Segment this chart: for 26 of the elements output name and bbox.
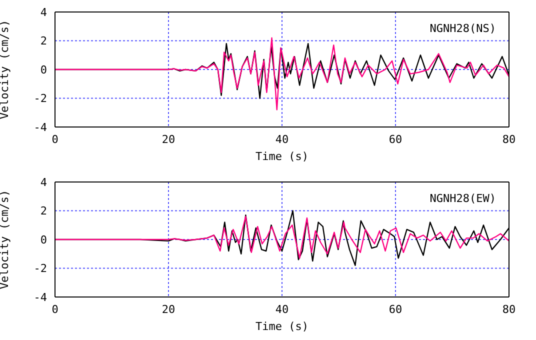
x-tick-label: 20 — [162, 132, 176, 146]
x-tick-label: 0 — [52, 132, 58, 146]
x-tick-label: 40 — [275, 302, 289, 316]
x-axis-title: Time (s) — [256, 320, 308, 333]
y-tick-label: 0 — [40, 233, 47, 246]
line-series — [55, 37, 509, 110]
line-series — [55, 216, 509, 259]
y-tick-label: 4 — [40, 176, 48, 189]
annotation: NGNH28(EW) — [430, 192, 496, 205]
y-tick-label: -2 — [34, 262, 47, 276]
x-tick-label: 80 — [502, 302, 516, 316]
x-tick-label: 0 — [52, 302, 58, 316]
y-tick-label: 4 — [40, 6, 48, 19]
y-tick-label: -2 — [34, 92, 47, 106]
x-axis-title: Time (s) — [256, 150, 308, 163]
x-tick-label: 20 — [162, 302, 176, 316]
y-tick-label: 2 — [40, 34, 47, 48]
y-tick-label: -4 — [34, 290, 48, 304]
y-tick-label: 2 — [40, 204, 47, 218]
x-tick-label: 80 — [502, 132, 516, 146]
y-tick-label: -4 — [34, 120, 48, 134]
annotation: NGNH28(NS) — [430, 22, 496, 35]
y-tick-label: 0 — [40, 63, 47, 76]
x-tick-label: 40 — [275, 132, 289, 146]
x-tick-label: 60 — [388, 132, 402, 146]
x-tick-label: 60 — [388, 302, 402, 316]
